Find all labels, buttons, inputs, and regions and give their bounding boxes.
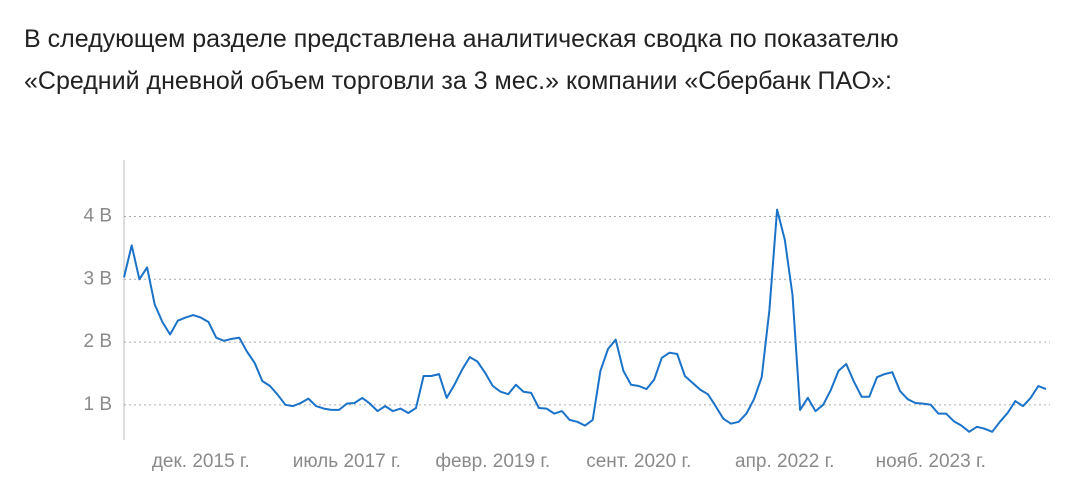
x-tick-label: февр. 2019 г.: [435, 451, 550, 472]
line: [123, 208, 1047, 433]
y-tick-label: 4 B: [83, 206, 112, 227]
intro-line: В следующем разделе представлена аналити…: [24, 25, 899, 53]
y-tick-label: 2 B: [83, 331, 112, 352]
x-tick-label: июль 2017 г.: [293, 451, 401, 472]
x-tick-label: апр. 2022 г.: [735, 451, 834, 472]
x-tick-label: сент. 2020 г.: [586, 451, 691, 472]
y-tick-label: 1 B: [83, 394, 112, 415]
x-tick-label: дек. 2015 г.: [152, 451, 250, 472]
intro-line: «Средний дневной объем торговли за 3 мес…: [24, 67, 892, 95]
intro: В следующем разделе представлена аналити…: [24, 18, 899, 102]
y-tick-label: 3 B: [83, 268, 112, 289]
x-tick-label: нояб. 2023 г.: [876, 451, 986, 472]
